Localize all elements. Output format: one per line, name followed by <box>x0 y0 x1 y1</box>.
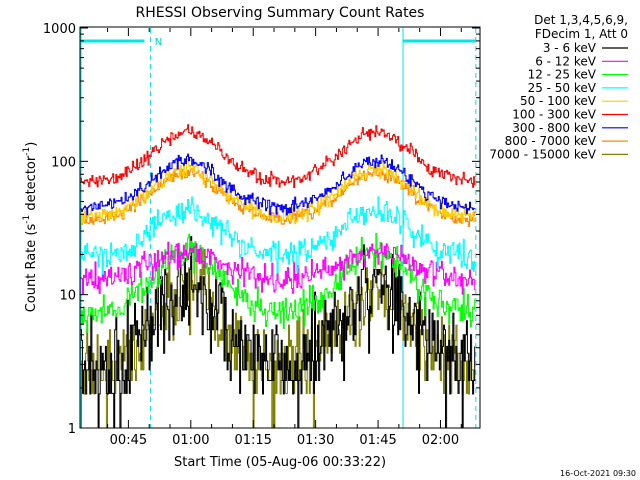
series-line-0 <box>80 236 476 429</box>
y-tick-label: 100 <box>51 155 76 170</box>
legend-label: 25 - 50 keV <box>528 81 597 95</box>
plot-frame <box>79 26 481 429</box>
series-line-2 <box>80 233 476 333</box>
y-tick-label: 10 <box>59 289 76 304</box>
series-line-3 <box>80 196 476 275</box>
x-tick-label: 01:15 <box>234 433 271 448</box>
y-axis: 1 10 100 1000 <box>43 22 480 437</box>
legend-label: 12 - 25 keV <box>528 68 597 82</box>
legend-label: 300 - 800 keV <box>512 121 596 135</box>
y-tick-label: 1 <box>68 422 76 437</box>
x-tick-label: 01:30 <box>297 433 334 448</box>
generated-timestamp: 16-Oct-2021 09:30 <box>560 469 636 478</box>
x-axis: 00:45 01:00 01:15 01:30 01:45 02:00 <box>107 28 462 448</box>
series-line-4 <box>80 158 476 225</box>
legend-label: 800 - 7000 keV <box>505 134 597 148</box>
x-axis-label: Start Time (05-Aug-06 00:33:22) <box>174 455 386 470</box>
legend: Det 1,3,4,5,6,9, FDecim 1, Att 0 3 - 6 k… <box>489 13 628 161</box>
x-tick-label: 02:00 <box>422 433 459 448</box>
legend-label: 7000 - 15000 keV <box>489 147 596 161</box>
x-tick-label: 01:00 <box>172 433 209 448</box>
y-axis-label: Count Rate (s-1 detector-1) <box>22 142 39 313</box>
night-label: N <box>155 37 162 48</box>
series-line-6 <box>80 153 476 216</box>
legend-label: 100 - 300 keV <box>512 108 596 122</box>
legend-header-line-2: FDecim 1, Att 0 <box>535 27 628 41</box>
y-tick-label: 1000 <box>43 22 76 37</box>
plot-area: N <box>80 28 477 429</box>
x-tick-label: 01:45 <box>359 433 396 448</box>
legend-label: 3 - 6 keV <box>543 41 597 55</box>
legend-label: 50 - 100 keV <box>520 94 597 108</box>
chart-title: RHESSI Observing Summary Count Rates <box>136 5 425 21</box>
legend-header-line-1: Det 1,3,4,5,6,9, <box>534 13 628 27</box>
series-line-1 <box>80 241 476 295</box>
series-line-5 <box>80 124 476 189</box>
x-tick-label: 00:45 <box>110 433 147 448</box>
legend-label: 6 - 12 keV <box>535 54 597 68</box>
